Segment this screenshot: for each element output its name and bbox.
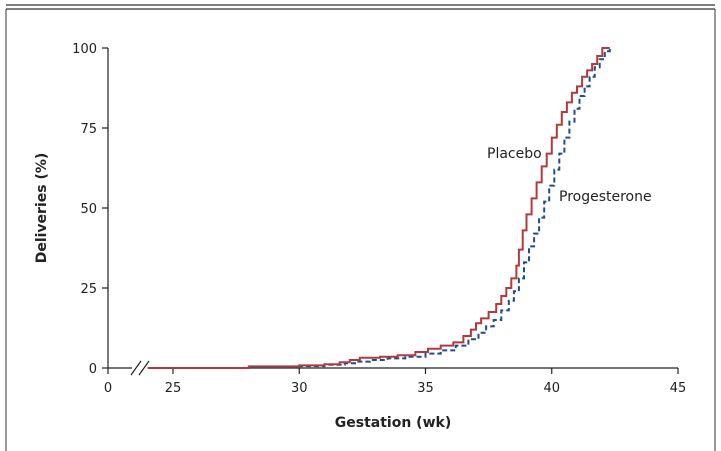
x-tick-label: 40 xyxy=(543,381,560,396)
y-tick-label: 0 xyxy=(89,362,97,377)
axis-break-mark-1 xyxy=(130,360,142,376)
x-tick-label: 25 xyxy=(165,381,182,396)
y-ticks: 0 25 50 75 100 xyxy=(72,42,108,377)
y-tick-label: 25 xyxy=(80,282,97,297)
x-ticks: 0 25 30 35 40 45 xyxy=(104,368,686,396)
y-axis-title: Deliveries (%) xyxy=(34,153,50,264)
progesterone-label: Progesterone xyxy=(559,189,652,205)
y-tick-label: 50 xyxy=(80,202,97,217)
axis-break-mark-2 xyxy=(138,360,150,376)
x-tick-label: 30 xyxy=(291,381,308,396)
y-tick-label: 75 xyxy=(80,122,97,137)
series-line-progesterone xyxy=(147,48,611,369)
x-tick-label: 0 xyxy=(104,381,112,396)
series-line-placebo xyxy=(147,47,610,369)
series-layer xyxy=(147,47,611,369)
y-tick-label: 100 xyxy=(72,42,97,57)
x-tick-label: 35 xyxy=(417,381,434,396)
x-axis-title: Gestation (wk) xyxy=(335,415,451,431)
placebo-label: Placebo xyxy=(487,146,542,162)
x-tick-label: 45 xyxy=(670,381,687,396)
